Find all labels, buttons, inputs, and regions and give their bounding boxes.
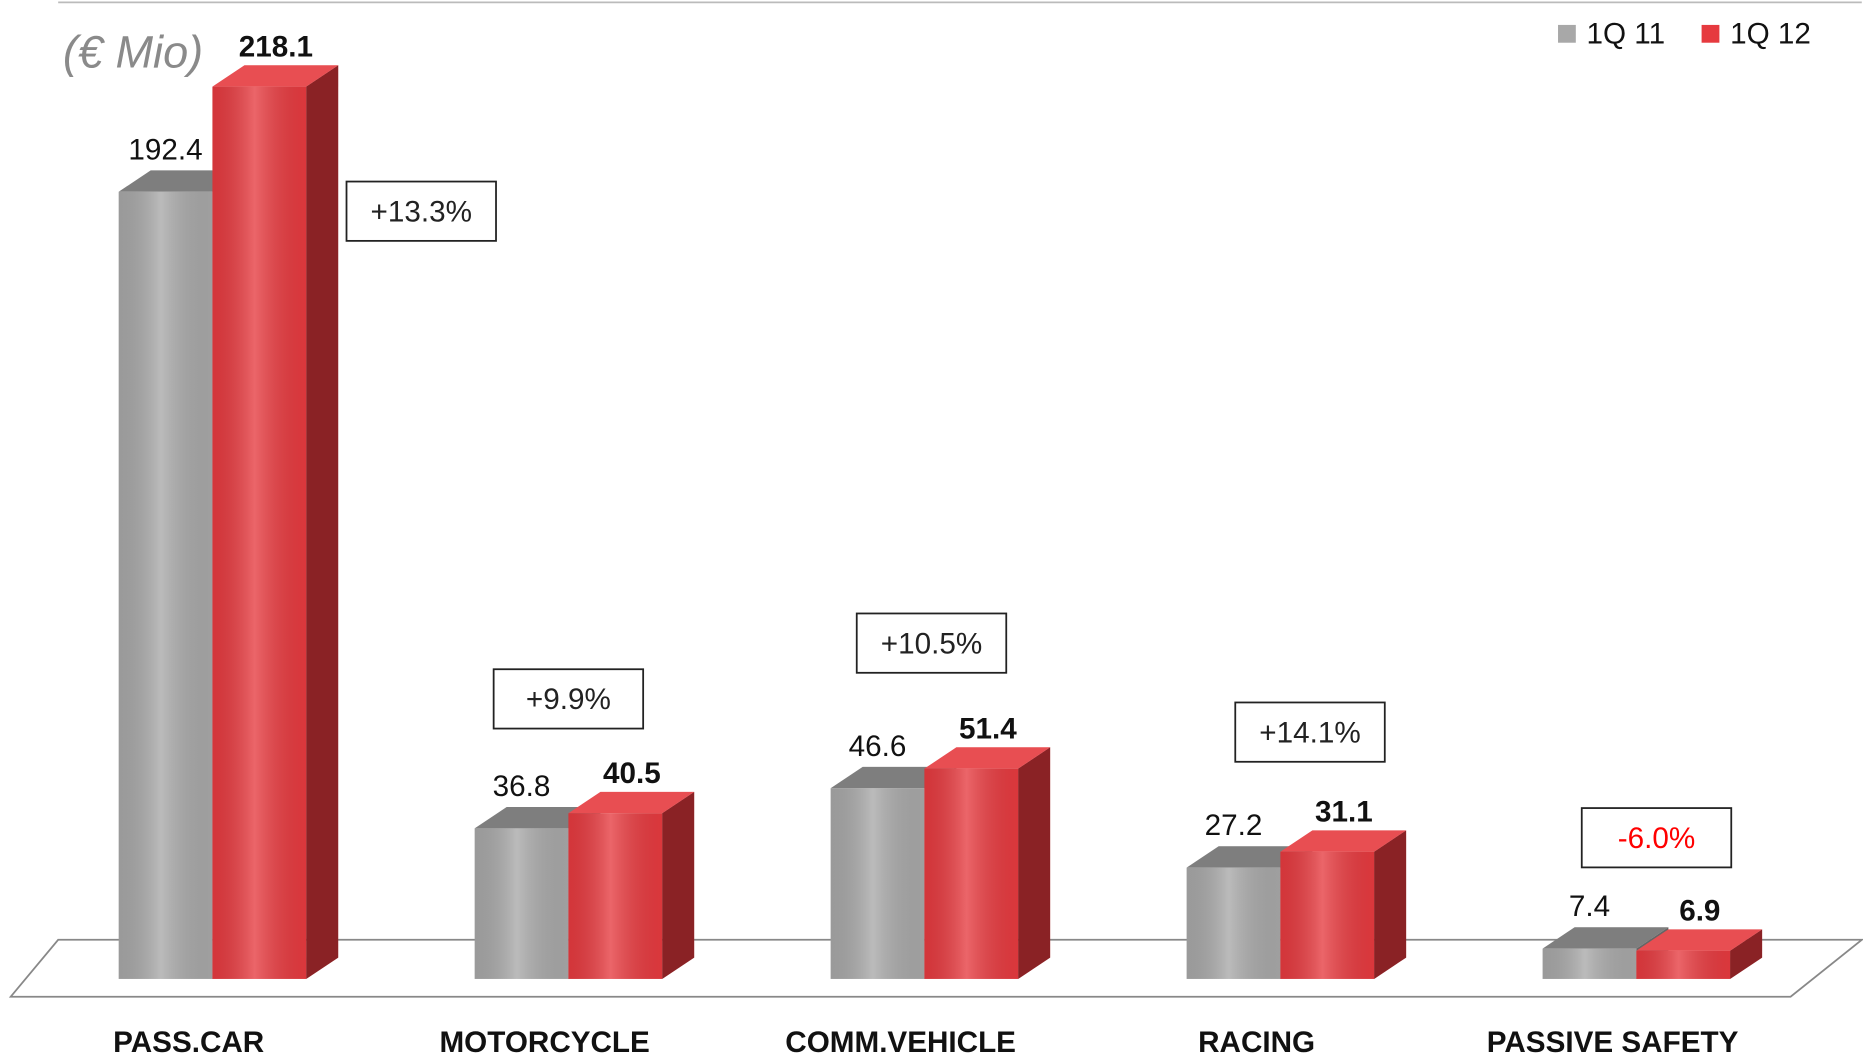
- bar-top: [568, 791, 695, 814]
- annotation: +9.9%: [526, 683, 611, 716]
- value-label: 27.2: [1205, 809, 1263, 842]
- bar-side: [1374, 830, 1407, 979]
- value-label: 192.4: [128, 133, 202, 166]
- annotation: +13.3%: [371, 195, 472, 228]
- annotation: -6.0%: [1618, 822, 1695, 855]
- bar-side: [662, 791, 695, 979]
- bar-top: [1280, 830, 1407, 852]
- legend-swatch: [1558, 24, 1576, 43]
- bar-front-shine: [924, 768, 1019, 979]
- annotation-box: [345, 180, 497, 242]
- bar-top-shade: [568, 791, 695, 814]
- bar-top: [1542, 927, 1669, 949]
- bar-front-shine: [118, 191, 213, 979]
- bar-front-shine: [1280, 851, 1375, 979]
- value-label: 7.4: [1569, 890, 1610, 923]
- category-label: COMM.VEHICLE: [785, 1026, 1016, 1059]
- bar: [1636, 929, 1763, 979]
- bar: [568, 791, 695, 979]
- category-label: PASS.CAR: [113, 1026, 264, 1059]
- bar-top-shade: [1636, 929, 1763, 951]
- value-label: 31.1: [1315, 796, 1373, 829]
- bar: [1280, 830, 1407, 979]
- annotation-box: [855, 612, 1008, 674]
- annotation: +14.1%: [1259, 716, 1360, 749]
- value-label: 6.9: [1679, 895, 1720, 928]
- value-label: 51.4: [959, 713, 1017, 746]
- bar-side-shade: [1374, 830, 1407, 979]
- bar-top-shade: [924, 747, 1051, 769]
- bar-side: [1018, 747, 1051, 979]
- annotation-box: [1234, 701, 1386, 763]
- category-label: MOTORCYCLE: [439, 1026, 649, 1059]
- bar-front-shine: [1542, 948, 1637, 979]
- bar-front-shine: [212, 86, 307, 979]
- bar-front-shine: [474, 828, 569, 979]
- legend-swatch: [1701, 24, 1720, 43]
- bar-top: [212, 65, 339, 87]
- bar-side: [306, 65, 339, 979]
- category-label: PASSIVE SAFETY: [1487, 1026, 1739, 1059]
- value-label: 36.8: [493, 770, 551, 803]
- bar-side: [1730, 929, 1763, 979]
- bar-side-shade: [1018, 747, 1051, 979]
- category-label: RACING: [1198, 1026, 1315, 1059]
- bar-top-shade: [1280, 830, 1407, 852]
- bar: [212, 65, 339, 979]
- bar-front-shine: [1186, 867, 1281, 979]
- annotation: +10.5%: [881, 627, 982, 660]
- value-label: 40.5: [603, 757, 661, 790]
- bar-top-shade: [212, 65, 339, 87]
- bar-top: [1636, 929, 1763, 951]
- value-label: 218.1: [239, 30, 313, 63]
- bar: [924, 747, 1051, 979]
- bar-side-shade: [1730, 929, 1763, 979]
- bar-side-shade: [306, 65, 339, 979]
- legend-label: 1Q 11: [1586, 17, 1665, 50]
- annotation-box: [1580, 807, 1733, 869]
- bar-side-shade: [662, 791, 695, 979]
- bar-front-shine: [1636, 950, 1731, 979]
- unit-label: (€ Mio): [63, 27, 203, 78]
- bar-top-shade: [1542, 927, 1669, 949]
- bar-front-shine: [830, 788, 925, 979]
- bar-top: [924, 747, 1051, 769]
- annotation-box: [492, 668, 645, 730]
- bar-front-shine: [568, 813, 663, 979]
- legend-label: 1Q 12: [1730, 17, 1811, 50]
- value-label: 46.6: [849, 730, 907, 763]
